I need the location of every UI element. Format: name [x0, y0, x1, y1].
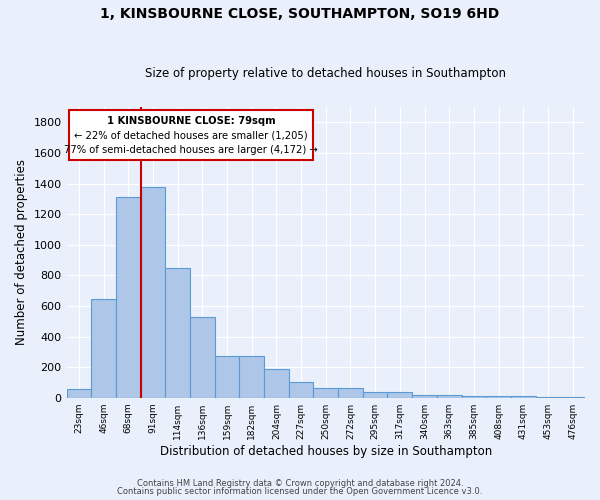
Bar — [560, 397, 585, 398]
Text: 1 KINSBOURNE CLOSE: 79sqm: 1 KINSBOURNE CLOSE: 79sqm — [107, 116, 275, 126]
Bar — [338, 388, 363, 398]
Y-axis label: Number of detached properties: Number of detached properties — [15, 160, 28, 346]
Text: Contains HM Land Registry data © Crown copyright and database right 2024.: Contains HM Land Registry data © Crown c… — [137, 478, 463, 488]
Bar — [68, 110, 313, 160]
X-axis label: Distribution of detached houses by size in Southampton: Distribution of detached houses by size … — [160, 444, 492, 458]
Text: Contains public sector information licensed under the Open Government Licence v3: Contains public sector information licen… — [118, 487, 482, 496]
Bar — [388, 392, 412, 398]
Bar — [264, 370, 289, 398]
Bar — [412, 395, 437, 398]
Bar — [215, 356, 239, 398]
Bar — [116, 198, 140, 398]
Bar — [190, 316, 215, 398]
Bar — [313, 388, 338, 398]
Bar — [486, 396, 511, 398]
Title: Size of property relative to detached houses in Southampton: Size of property relative to detached ho… — [145, 66, 506, 80]
Text: 77% of semi-detached houses are larger (4,172) →: 77% of semi-detached houses are larger (… — [64, 144, 318, 154]
Bar — [437, 395, 461, 398]
Bar — [239, 356, 264, 398]
Bar — [536, 397, 560, 398]
Text: ← 22% of detached houses are smaller (1,205): ← 22% of detached houses are smaller (1,… — [74, 130, 308, 140]
Bar — [165, 268, 190, 398]
Bar — [140, 188, 165, 398]
Bar — [91, 299, 116, 398]
Text: 1, KINSBOURNE CLOSE, SOUTHAMPTON, SO19 6HD: 1, KINSBOURNE CLOSE, SOUTHAMPTON, SO19 6… — [100, 8, 500, 22]
Bar — [289, 382, 313, 398]
Bar — [67, 390, 91, 398]
Bar — [511, 396, 536, 398]
Bar — [363, 392, 388, 398]
Bar — [461, 396, 486, 398]
